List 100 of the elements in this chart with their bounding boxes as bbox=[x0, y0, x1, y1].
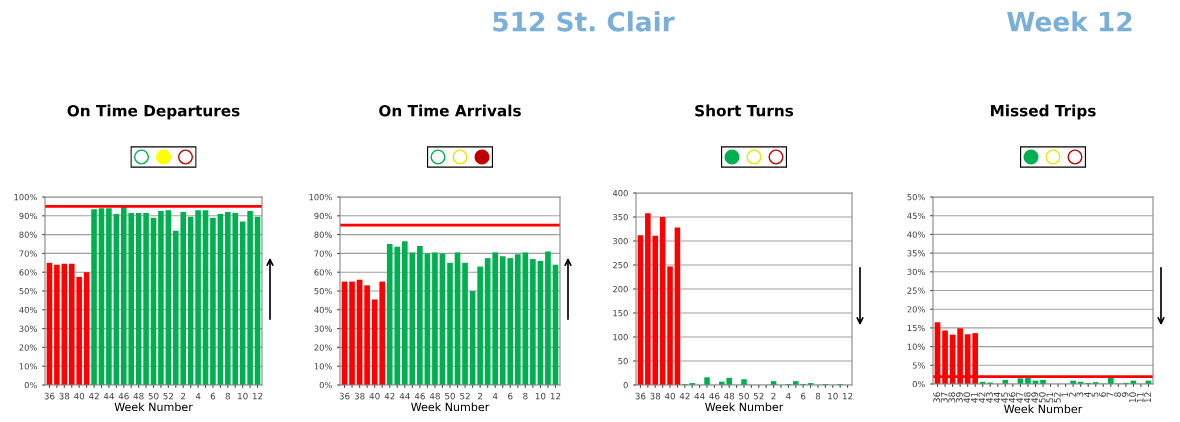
x-tick-label: 4 bbox=[1084, 392, 1091, 397]
y-tick-label: 20% bbox=[907, 306, 925, 313]
x-tick-label: 2 bbox=[771, 392, 776, 400]
y-tick-label: 30% bbox=[907, 268, 925, 276]
x-tick-label: 38 bbox=[354, 392, 365, 400]
x-tick-label: 50 bbox=[148, 392, 159, 400]
y-tick-label: 150 bbox=[613, 309, 628, 317]
y-tick-label: 40% bbox=[19, 306, 37, 314]
x-tick-label: 42 bbox=[978, 392, 986, 403]
x-tick-label: 12 bbox=[550, 392, 561, 400]
x-tick-label: 38 bbox=[59, 392, 70, 400]
x-tick-label: 36 bbox=[44, 392, 55, 400]
x-tick-label: 48 bbox=[133, 392, 144, 400]
x-tick-label: 12 bbox=[252, 392, 263, 400]
x-tick-label: 50 bbox=[1038, 392, 1046, 403]
y-tick-label: 10% bbox=[314, 363, 332, 370]
x-tick-label: 48 bbox=[724, 392, 735, 400]
x-tick-label: 39 bbox=[955, 392, 963, 403]
y-tick-label: 20% bbox=[19, 344, 37, 351]
y-tick-label: 15% bbox=[907, 324, 925, 332]
x-tick-label: 50 bbox=[445, 392, 455, 400]
x-tick-label: 52 bbox=[163, 392, 174, 400]
y-tick-label: 0% bbox=[24, 381, 37, 389]
y-tick-label: 50% bbox=[19, 287, 37, 295]
x-tick-label: 52 bbox=[460, 392, 470, 400]
x-tick-label: 52 bbox=[753, 392, 764, 400]
y-tick-label: 20% bbox=[314, 344, 332, 351]
x-tick-label: 37 bbox=[940, 392, 948, 403]
y-tick-label: 35% bbox=[907, 250, 925, 257]
x-tick-label: 49 bbox=[1031, 392, 1039, 403]
x-tick-label: 8 bbox=[225, 392, 230, 400]
x-tick-label: 41 bbox=[971, 392, 978, 403]
x-tick-label: 44 bbox=[993, 392, 1001, 403]
x-tick-label: 44 bbox=[694, 392, 705, 400]
y-tick-label: 40% bbox=[314, 306, 332, 314]
x-axis-title: Week Number bbox=[1004, 404, 1083, 414]
x-tick-label: 40 bbox=[74, 392, 85, 400]
x-tick-label: 47 bbox=[1016, 392, 1023, 403]
y-tick-label: 60% bbox=[19, 269, 37, 276]
y-tick-label: 5% bbox=[912, 362, 925, 369]
text: Week 12 bbox=[1007, 11, 1132, 32]
x-tick-label: 10 bbox=[535, 392, 546, 400]
x-tick-label: 10 bbox=[828, 392, 838, 400]
x-tick-label: 6 bbox=[801, 392, 806, 400]
y-tick-label: 90% bbox=[314, 212, 332, 220]
x-tick-label: 38 bbox=[948, 392, 956, 403]
y-tick-label: 80% bbox=[19, 231, 37, 238]
y-tick-label: 70% bbox=[19, 250, 37, 257]
x-tick-label: 51 bbox=[1046, 392, 1054, 403]
x-tick-label: 12 bbox=[1144, 392, 1151, 403]
x-tick-label: 52 bbox=[1053, 392, 1061, 403]
x-axis-title: Week Number bbox=[114, 402, 193, 412]
x-tick-label: 5 bbox=[1091, 392, 1099, 397]
y-tick-label: 0 bbox=[623, 381, 628, 389]
x-tick-label: 8 bbox=[815, 392, 821, 400]
x-tick-label: 3 bbox=[1076, 392, 1084, 397]
x-tick-label: 45 bbox=[1001, 392, 1008, 403]
y-tick-label: 100% bbox=[14, 193, 37, 201]
y-tick-label: 200 bbox=[613, 285, 628, 293]
y-tick-label: 25% bbox=[907, 287, 925, 294]
x-tick-label: 46 bbox=[414, 392, 425, 400]
x-tick-label: 4 bbox=[786, 392, 791, 400]
x-tick-label: 6 bbox=[1099, 392, 1106, 397]
x-tick-label: 10 bbox=[238, 392, 248, 400]
x-tick-label: 9 bbox=[1121, 392, 1129, 397]
x-tick-label: 48 bbox=[429, 392, 440, 400]
text: 512 St. Clair bbox=[493, 11, 675, 32]
x-tick-label: 12 bbox=[842, 392, 853, 400]
x-tick-label: 4 bbox=[492, 392, 498, 400]
y-tick-label: 0% bbox=[319, 381, 332, 389]
x-tick-label: 46 bbox=[709, 392, 720, 400]
y-tick-label: 50 bbox=[618, 357, 628, 365]
x-tick-label: 6 bbox=[508, 392, 513, 400]
y-tick-label: 40% bbox=[907, 231, 925, 238]
x-tick-label: 38 bbox=[650, 392, 661, 400]
x-tick-label: 2 bbox=[477, 392, 483, 400]
y-tick-label: 100% bbox=[309, 193, 332, 201]
x-axis-title: Week Number bbox=[705, 402, 784, 412]
y-tick-label: 60% bbox=[314, 269, 332, 276]
x-tick-label: 42 bbox=[384, 392, 395, 400]
y-tick-label: 400 bbox=[612, 189, 628, 197]
x-tick-label: 36 bbox=[635, 392, 646, 400]
chart-title: Missed Trips bbox=[991, 104, 1096, 120]
y-tick-label: 300 bbox=[613, 237, 628, 245]
x-tick-label: 36 bbox=[933, 392, 941, 403]
x-tick-label: 8 bbox=[523, 392, 528, 400]
x-tick-label: 46 bbox=[1008, 392, 1016, 403]
y-tick-label: 100 bbox=[613, 333, 628, 341]
x-tick-label: 42 bbox=[88, 392, 99, 400]
chart-title: Short Turns bbox=[695, 104, 794, 117]
x-tick-label: 6 bbox=[210, 392, 216, 400]
y-tick-label: 250 bbox=[613, 261, 628, 269]
x-tick-label: 44 bbox=[103, 392, 114, 400]
x-tick-label: 2 bbox=[181, 392, 186, 400]
y-tick-label: 50% bbox=[314, 287, 332, 295]
y-tick-label: 50% bbox=[907, 193, 925, 201]
y-tick-label: 350 bbox=[613, 213, 628, 221]
x-tick-label: 44 bbox=[399, 392, 410, 400]
x-tick-label: 40 bbox=[369, 392, 380, 400]
x-tick-label: 2 bbox=[1068, 392, 1076, 397]
